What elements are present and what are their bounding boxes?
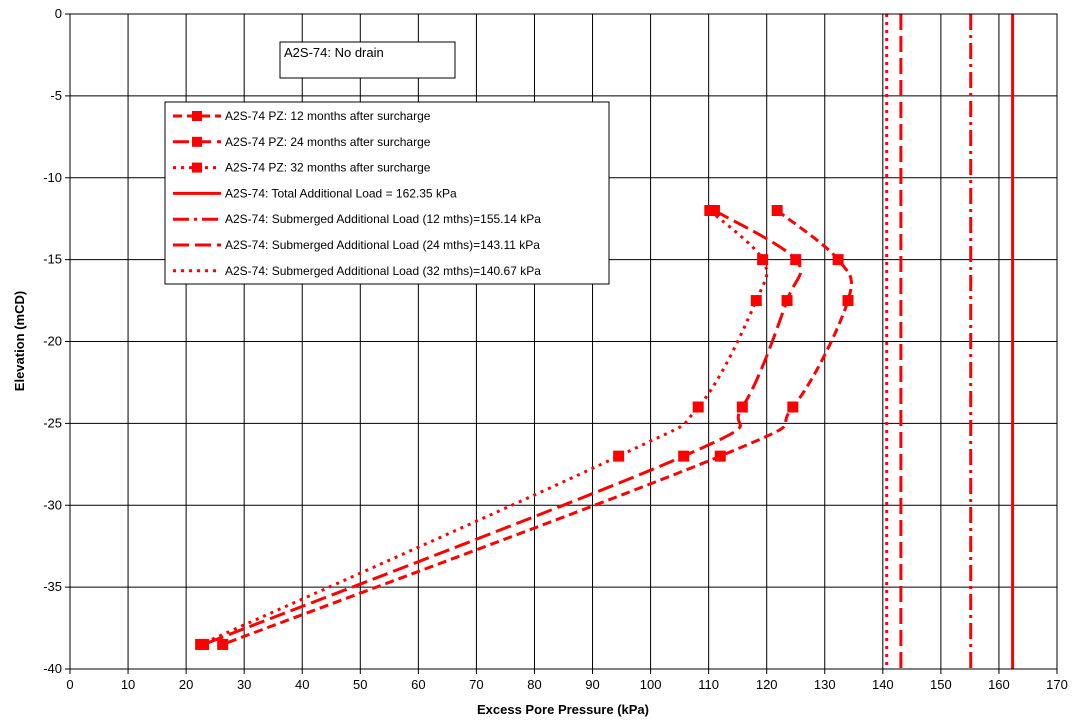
legend: A2S-74 PZ: 12 months after surcharge A2S-…	[164, 101, 610, 285]
data-point	[736, 401, 748, 413]
x-tick-label: 70	[469, 677, 483, 692]
data-point	[195, 638, 207, 650]
legend-label: A2S-74 PZ: 24 months after surcharge	[225, 135, 431, 149]
legend-item: A2S-74 PZ: 12 months after surcharge	[173, 109, 431, 123]
x-tick-label: 30	[237, 677, 251, 692]
plot-frame	[69, 13, 1058, 670]
data-series	[195, 205, 854, 650]
y-tick-label: -40	[43, 661, 62, 676]
x-tick-label: 130	[814, 677, 836, 692]
x-tick-label: 140	[872, 677, 894, 692]
y-tick-label: -5	[50, 88, 62, 103]
legend-item: A2S-74 PZ: 24 months after surcharge	[173, 135, 431, 149]
data-point	[832, 254, 844, 266]
series-line	[222, 209, 853, 646]
legend-marker	[192, 162, 202, 173]
data-point	[678, 450, 690, 462]
series-3	[195, 205, 769, 650]
x-tick-label: 50	[353, 677, 367, 692]
legend-label: A2S-74: Submerged Additional Load (32 mt…	[225, 264, 541, 278]
legend-label: A2S-74: Submerged Additional Load (24 mt…	[225, 238, 540, 252]
x-tick-label: 150	[930, 677, 952, 692]
data-point	[781, 295, 793, 307]
x-tick-label: 20	[179, 677, 193, 692]
x-tick-label: 90	[585, 677, 599, 692]
y-tick-label: -35	[43, 579, 62, 594]
legend-label: A2S-74 PZ: 12 months after surcharge	[225, 109, 431, 123]
data-point	[757, 254, 769, 266]
data-point	[704, 205, 716, 216]
data-point	[750, 295, 762, 307]
series-1	[217, 205, 854, 650]
y-tick-label: -30	[43, 497, 62, 512]
x-tick-label: 40	[295, 677, 309, 692]
legend-box	[164, 101, 610, 285]
y-tick-label: 0	[55, 6, 62, 21]
x-tick-label: 0	[66, 677, 73, 692]
y-tick-label: -20	[43, 334, 62, 349]
annotation-box: A2S-74: No drain	[279, 41, 456, 79]
data-point	[771, 205, 783, 216]
legend-label: A2S-74: Submerged Additional Load (12 mt…	[225, 212, 541, 226]
data-point	[842, 295, 854, 307]
legend-marker	[192, 136, 202, 147]
x-tick-label: 160	[988, 677, 1010, 692]
x-axis-label: Excess Pore Pressure (kPa)	[477, 702, 649, 717]
data-point	[613, 450, 625, 462]
data-point	[692, 401, 704, 413]
x-tick-label: 100	[640, 677, 662, 692]
legend-marker	[192, 111, 202, 121]
x-tick-label: 170	[1046, 677, 1068, 692]
x-tick-label: 60	[411, 677, 425, 692]
legend-item: A2S-74 PZ: 32 months after surcharge	[173, 161, 431, 175]
x-tick-label: 110	[698, 677, 719, 692]
data-point	[714, 450, 726, 462]
y-tick-label: -10	[43, 170, 62, 185]
y-tick-labels: 0 -5 -10 -15 -20 -25 -30 -35 -40	[43, 6, 62, 676]
x-tick-label: 10	[121, 677, 135, 692]
legend-item: A2S-74: Submerged Additional Load (24 mt…	[173, 238, 540, 252]
y-tick-label: -25	[43, 415, 62, 430]
load-lines	[885, 14, 1015, 669]
legend-item: A2S-74: Submerged Additional Load (32 mt…	[173, 264, 541, 278]
data-point	[787, 401, 799, 413]
data-point	[217, 638, 229, 650]
x-tick-label: 120	[756, 677, 778, 692]
x-tick-labels: 0 10 20 30 40 50 60 70 80 90 100 110 120 130 140 150 160…	[66, 677, 1067, 692]
y-tick-label: -15	[43, 252, 62, 267]
legend-label: A2S-74 PZ: 32 months after surcharge	[225, 161, 431, 175]
legend-label: A2S-74: Total Additional Load = 162.35 k…	[225, 186, 457, 200]
y-axis-label: Elevation (mCD)	[12, 291, 27, 391]
data-point	[790, 254, 802, 266]
legend-item: A2S-74: Total Additional Load = 162.35 k…	[173, 186, 457, 200]
x-tick-label: 80	[527, 677, 541, 692]
annotation-text: A2S-74: No drain	[284, 45, 384, 60]
legend-item: A2S-74: Submerged Additional Load (12 mt…	[173, 212, 541, 226]
